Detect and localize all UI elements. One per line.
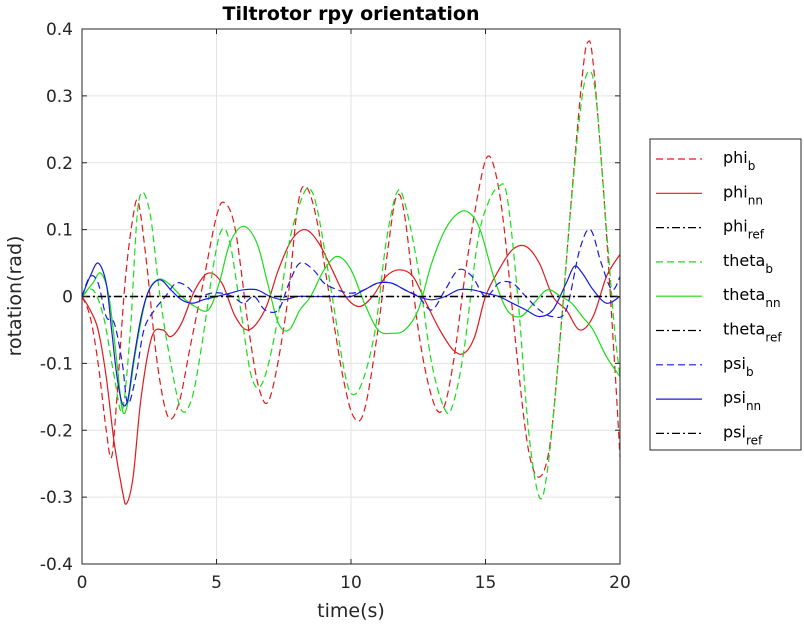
legend-entry-psi-b: psib [723,354,754,379]
legend-entry-subscript: b [748,159,756,173]
legend-entry-subscript: nn [746,399,761,413]
y-axis-label: rotation(rad) [4,236,26,357]
y-tick-label: -0.3 [40,488,73,508]
legend-entry-subscript: nn [748,193,763,207]
legend-entry-phi-b: phib [723,148,755,173]
y-tick-label: -0.2 [40,421,73,441]
legend-box [649,138,802,451]
legend-entry-name: psi [723,388,746,407]
legend-entry-name: theta [723,251,765,270]
legend-entry-theta-ref: thetaref [723,320,782,345]
legend-entry-name: phi [723,217,748,236]
x-axis-ticks: 0 5 10 15 20 [77,29,631,593]
series-line-psi-b [81,228,621,405]
y-tick-label: 0 [62,288,73,308]
legend-entry-name: psi [723,354,746,373]
legend: phibphinnphirefthetabthetannthetarefpsib… [649,138,802,451]
x-tick-label: 15 [475,573,497,593]
y-tick-label: 0.4 [46,20,73,40]
x-tick-label: 10 [340,573,362,593]
x-axis-label: time(s) [317,600,385,622]
legend-entry-name: psi [723,422,746,441]
legend-entry-name: theta [723,320,765,339]
chart-title: Tiltrotor rpy orientation [222,3,479,25]
y-tick-label: 0.1 [46,221,73,241]
x-tick-label: 5 [211,573,222,593]
y-tick-label: 0.3 [46,87,73,107]
series-line-theta-b [81,70,621,500]
x-tick-label: 20 [609,573,631,593]
legend-entry-name: phi [723,182,748,201]
legend-entry-theta-b: thetab [723,251,773,276]
legend-entry-subscript: ref [765,331,782,345]
legend-entry-name: theta [723,285,765,304]
legend-entry-theta-nn: thetann [723,285,781,310]
series-line-theta-nn [81,210,621,415]
y-axis-ticks: -0.4 -0.3 -0.2 -0.1 0 0.1 0.2 0.3 0.4 [40,20,620,575]
legend-entry-subscript: nn [765,296,780,310]
x-tick-label: 0 [77,573,88,593]
legend-entry-psi-ref: psiref [723,422,763,447]
legend-entry-subscript: ref [748,228,765,242]
series-lines [81,40,621,505]
legend-entry-subscript: b [746,365,754,379]
legend-entry-psi-nn: psinn [723,388,761,413]
legend-entry-phi-nn: phinn [723,182,763,207]
legend-entry-subscript: ref [746,433,763,447]
series-line-phi-nn [81,228,621,505]
legend-entry-name: phi [723,148,748,167]
legend-entry-subscript: b [765,262,773,276]
y-tick-label: 0.2 [46,154,73,174]
y-tick-label: -0.1 [40,354,73,374]
legend-entry-phi-ref: phiref [723,217,765,242]
y-tick-label: -0.4 [40,555,73,575]
